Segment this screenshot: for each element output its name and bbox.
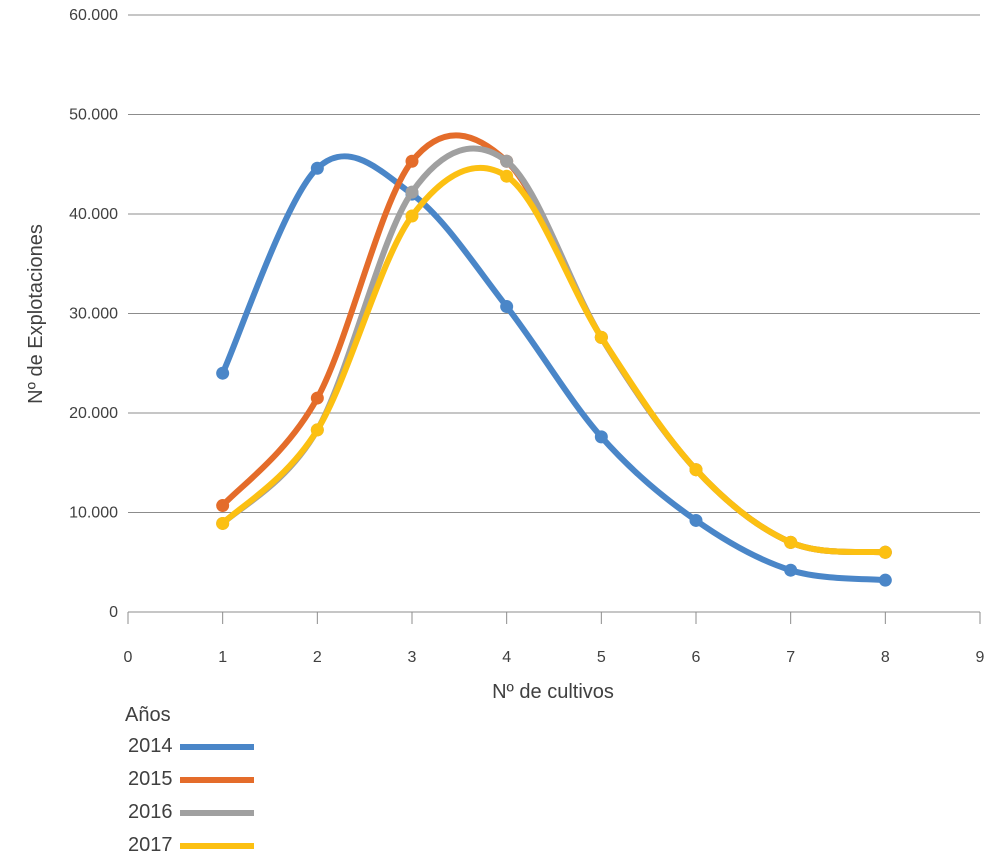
data-point-2014 — [500, 300, 514, 314]
data-point-2017 — [878, 545, 892, 559]
series-line-2014 — [219, 153, 889, 584]
data-point-2014 — [216, 366, 230, 380]
data-point-2014 — [878, 573, 892, 587]
data-point-2014 — [689, 513, 703, 527]
legend-swatch — [180, 776, 254, 783]
y-tick-label: 40.000 — [69, 206, 118, 223]
data-point-2017 — [689, 463, 703, 477]
x-tick-label: 5 — [597, 649, 606, 666]
y-tick-label: 30.000 — [69, 306, 118, 323]
data-point-2015 — [405, 154, 419, 168]
y-tick-label: 50.000 — [69, 107, 118, 124]
data-point-2014 — [594, 430, 608, 444]
series-layer — [216, 132, 892, 587]
data-point-2017 — [405, 209, 419, 223]
legend-label: 2015 — [128, 768, 173, 790]
legend-label: 2017 — [128, 834, 173, 856]
data-point-2015 — [216, 499, 230, 513]
data-point-2017 — [500, 169, 514, 183]
legend-title: Años — [125, 704, 171, 726]
x-tick-label: 2 — [313, 649, 322, 666]
y-tick-label: 20.000 — [69, 405, 118, 422]
data-point-2014 — [784, 563, 798, 577]
gridlines — [128, 14, 980, 513]
legend-label: 2016 — [128, 801, 173, 823]
legend-swatch — [180, 842, 254, 849]
x-tick-label: 9 — [976, 649, 985, 666]
y-tick-label: 10.000 — [69, 505, 118, 522]
x-tick-label: 7 — [786, 649, 795, 666]
y-axis-label: Nº de Explotaciones — [25, 224, 47, 404]
y-tick-label: 0 — [109, 604, 118, 621]
data-point-2017 — [594, 330, 608, 344]
legend-swatch — [180, 743, 254, 750]
legend-item-2015: 2015 — [125, 763, 325, 796]
data-point-2016 — [405, 185, 419, 199]
axes: 0 10.000 20.000 30.000 40.000 50.000 60.000 0 1 2… — [69, 7, 984, 666]
x-tick-label: 1 — [218, 649, 227, 666]
data-point-2017 — [216, 516, 230, 530]
y-tick-label: 60.000 — [69, 7, 118, 24]
legend-label: 2014 — [128, 735, 173, 757]
x-tick-label: 8 — [881, 649, 890, 666]
data-point-2017 — [784, 535, 798, 549]
data-point-2016 — [500, 154, 514, 168]
legend-item-2014: 2014 — [125, 730, 325, 763]
legend: Años 2014 2015 2016 2017 — [125, 700, 325, 862]
x-tick-label: 4 — [502, 649, 511, 666]
x-axis-label: Nº de cultivos — [492, 681, 614, 703]
x-tick-label: 0 — [124, 649, 133, 666]
series-line-2017 — [219, 164, 889, 556]
x-tick-label: 6 — [692, 649, 701, 666]
legend-swatch — [180, 809, 254, 816]
data-point-2014 — [310, 161, 324, 175]
x-tick-label: 3 — [408, 649, 417, 666]
legend-item-2016: 2016 — [125, 796, 325, 829]
data-point-2015 — [310, 391, 324, 405]
legend-item-2017: 2017 — [125, 829, 325, 862]
series-line-2015 — [219, 132, 889, 556]
data-point-2017 — [310, 423, 324, 437]
series-line-2016 — [219, 145, 889, 556]
